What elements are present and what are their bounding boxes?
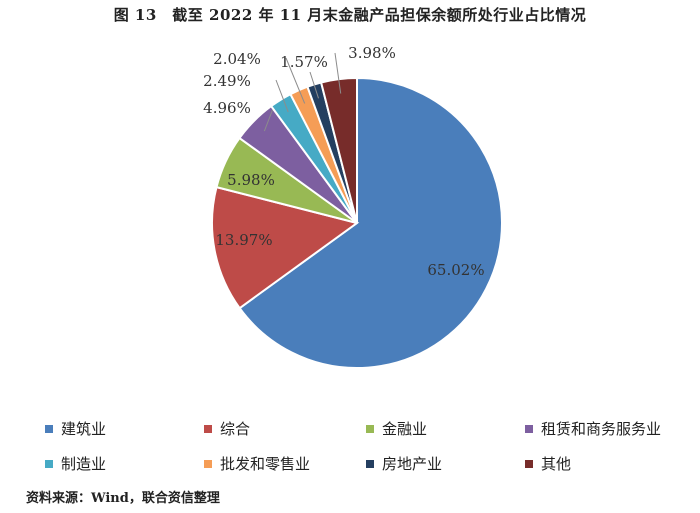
legend-swatch — [45, 459, 53, 468]
legend-swatch — [204, 424, 212, 433]
legend-item-comprehensive: 综合 — [204, 418, 250, 439]
slice-value-label: 1.57% — [280, 53, 328, 71]
legend-label: 其他 — [541, 455, 572, 473]
legend-item-other: 其他 — [525, 453, 571, 474]
legend-swatch — [525, 459, 533, 468]
legend-item-finance: 金融业 — [366, 418, 427, 439]
pie-slice — [238, 76, 503, 369]
legend-swatch — [525, 424, 533, 433]
legend-label: 租赁和商务服务业 — [541, 420, 662, 438]
leader-line — [334, 52, 342, 94]
legend-swatch — [366, 424, 374, 433]
legend-swatch — [45, 424, 53, 433]
legend-label: 综合 — [220, 420, 251, 438]
pie-slice — [211, 185, 360, 310]
slice-value-label: 5.98% — [227, 171, 275, 189]
legend-item-construction: 建筑业 — [45, 418, 106, 439]
leader-line — [285, 57, 306, 104]
legend-label: 房地产业 — [382, 455, 443, 473]
leader-line — [263, 105, 275, 132]
legend-item-wholesale: 批发和零售业 — [204, 453, 310, 474]
legend-item-real-estate: 房地产业 — [366, 453, 442, 474]
leader-line — [275, 79, 289, 113]
legend-label: 金融业 — [382, 420, 428, 438]
slice-value-label: 13.97% — [215, 231, 272, 249]
legend-item-leasing: 租赁和商务服务业 — [525, 418, 661, 439]
slice-value-label: 4.96% — [203, 99, 251, 117]
slice-value-label: 3.98% — [348, 44, 396, 62]
legend-label: 建筑业 — [61, 420, 107, 438]
chart-title: 图 13 截至 2022 年 11 月末金融产品担保余额所处行业占比情况 — [113, 6, 587, 24]
slice-value-label: 2.49% — [203, 72, 251, 90]
pie-chart: 65.02% 13.97% 5.98% 4.96% 2.49% 2.04% 1.57% 3.9… — [203, 44, 503, 369]
slice-value-label: 65.02% — [427, 261, 484, 279]
legend-swatch — [366, 459, 374, 468]
legend-item-manufacturing: 制造业 — [45, 453, 106, 474]
legend-label: 批发和零售业 — [220, 455, 311, 473]
legend-swatch — [204, 459, 212, 468]
source-note: 资料来源：Wind，联合资信整理 — [26, 491, 220, 506]
slice-value-label: 2.04% — [213, 50, 261, 68]
leader-line — [309, 71, 319, 99]
legend-label: 制造业 — [61, 455, 107, 473]
